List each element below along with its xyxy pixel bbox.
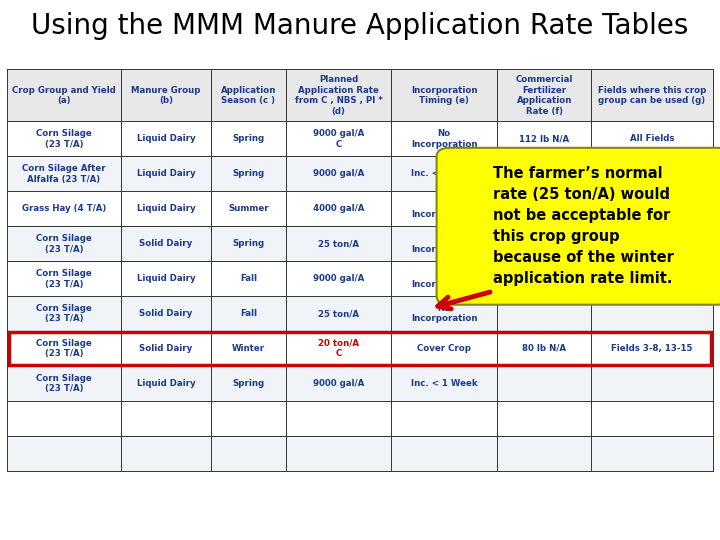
- Text: Fall: Fall: [240, 309, 257, 318]
- Text: No
Incorporation: No Incorporation: [411, 303, 477, 323]
- Bar: [7, 191, 713, 226]
- Bar: [7, 366, 713, 401]
- Text: Corn Silage
(23 T/A): Corn Silage (23 T/A): [36, 129, 92, 149]
- Text: 4000 gal/A: 4000 gal/A: [312, 204, 364, 213]
- Text: Solid Dairy: Solid Dairy: [140, 309, 192, 318]
- Text: 112 lb N/A: 112 lb N/A: [519, 134, 570, 144]
- Text: Cover Crop: Cover Crop: [418, 344, 472, 353]
- Text: Fall: Fall: [240, 274, 257, 283]
- Text: Using the MMM Manure Application Rate Tables: Using the MMM Manure Application Rate Ta…: [31, 12, 689, 40]
- Bar: [7, 157, 713, 191]
- Text: 9000 gal/A: 9000 gal/A: [312, 170, 364, 178]
- Text: Liquid Dairy: Liquid Dairy: [137, 274, 195, 283]
- Bar: [9, 333, 711, 364]
- Text: 9000 gal/A
C: 9000 gal/A C: [312, 129, 364, 149]
- Text: Corn Silage
(23 T/A): Corn Silage (23 T/A): [36, 269, 92, 288]
- Text: Grass Hay (4 T/A): Grass Hay (4 T/A): [22, 204, 106, 213]
- Text: Liquid Dairy: Liquid Dairy: [137, 379, 195, 388]
- Text: Liquid Dairy: Liquid Dairy: [137, 134, 195, 144]
- Text: No
Incorporation: No Incorporation: [411, 129, 477, 149]
- Text: The farmer’s normal
rate (25 ton/A) would
not be acceptable for
this crop group
: The farmer’s normal rate (25 ton/A) woul…: [492, 166, 673, 286]
- Text: Liquid Dairy: Liquid Dairy: [137, 204, 195, 213]
- Text: 25 ton/A: 25 ton/A: [318, 239, 359, 248]
- Text: Crop Group and Yield
(a): Crop Group and Yield (a): [12, 85, 116, 105]
- Text: Planned
Application Rate
from C , NBS , PI *
(d): Planned Application Rate from C , NBS , …: [294, 75, 382, 116]
- Text: Corn Silage
(23 T/A): Corn Silage (23 T/A): [36, 374, 92, 393]
- Bar: [7, 226, 713, 261]
- Text: 9000 gal/A: 9000 gal/A: [312, 379, 364, 388]
- Text: Spring: Spring: [233, 134, 264, 144]
- Text: 9000 gal/A: 9000 gal/A: [312, 274, 364, 283]
- Text: Fields 3-8, 13-15: Fields 3-8, 13-15: [611, 344, 693, 353]
- Bar: [7, 401, 713, 436]
- Bar: [7, 436, 713, 471]
- Bar: [7, 331, 713, 366]
- Text: Application
Season (c ): Application Season (c ): [220, 85, 276, 105]
- Text: Incorporation
Timing (e): Incorporation Timing (e): [411, 85, 477, 105]
- Text: Solid Dairy: Solid Dairy: [140, 239, 192, 248]
- Text: Spring: Spring: [233, 379, 264, 388]
- Text: Corn Silage
(23 T/A): Corn Silage (23 T/A): [36, 303, 92, 323]
- Text: Inc. < 1 Week: Inc. < 1 Week: [411, 170, 477, 178]
- Text: Extension: Extension: [144, 497, 275, 521]
- Text: Penn State: Penn State: [18, 497, 153, 521]
- Text: Spring: Spring: [233, 170, 264, 178]
- Text: Commercial
Fertilizer
Application
Rate (f): Commercial Fertilizer Application Rate (…: [516, 75, 573, 116]
- Text: Inc. < 1 Week: Inc. < 1 Week: [411, 379, 477, 388]
- Bar: [7, 122, 713, 157]
- Text: Spring: Spring: [233, 239, 264, 248]
- Text: 80 lb N/A: 80 lb N/A: [522, 344, 566, 353]
- Text: 25 ton/A: 25 ton/A: [318, 309, 359, 318]
- Text: Corn Silage
(23 T/A): Corn Silage (23 T/A): [36, 339, 92, 359]
- Text: Summer: Summer: [228, 204, 269, 213]
- Bar: [7, 261, 713, 296]
- Bar: [7, 296, 713, 331]
- Text: Solid Dairy: Solid Dairy: [140, 344, 192, 353]
- Text: Manure Group
(b): Manure Group (b): [131, 85, 201, 105]
- Text: No
Incorporation: No Incorporation: [411, 269, 477, 288]
- Text: Fields where this crop
group can be used (g): Fields where this crop group can be used…: [598, 85, 706, 105]
- Text: All Fields: All Fields: [630, 134, 675, 144]
- FancyBboxPatch shape: [436, 148, 720, 305]
- Text: Corn Silage After
Alfalfa (23 T/A): Corn Silage After Alfalfa (23 T/A): [22, 164, 106, 184]
- Text: No
Incorporation: No Incorporation: [411, 199, 477, 219]
- Bar: [7, 69, 713, 122]
- Text: Winter: Winter: [232, 344, 265, 353]
- Text: No
Incorporation: No Incorporation: [411, 234, 477, 254]
- Text: Corn Silage
(23 T/A): Corn Silage (23 T/A): [36, 234, 92, 254]
- Text: Liquid Dairy: Liquid Dairy: [137, 170, 195, 178]
- Text: 20 ton/A
C: 20 ton/A C: [318, 339, 359, 359]
